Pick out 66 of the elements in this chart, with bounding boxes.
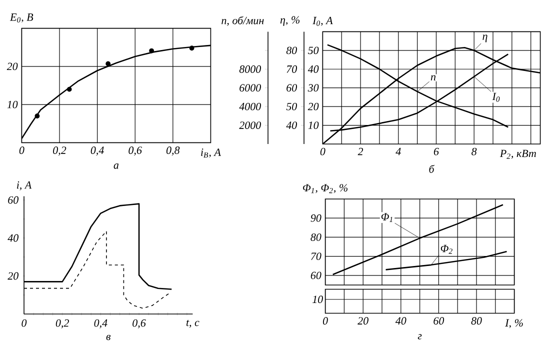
y2-tick-label: 60 — [286, 84, 297, 92]
y2-tick-label: 80 — [286, 46, 297, 54]
text: Φ$_{1}$ — [381, 213, 392, 222]
y3-tick-label: 2000 — [239, 122, 261, 129]
text: г — [418, 334, 422, 340]
text: б — [429, 164, 435, 173]
point — [106, 61, 111, 66]
y-tick-label: 20 — [6, 62, 18, 70]
text: в — [106, 334, 111, 340]
y2-axis-title: η, % — [280, 16, 300, 26]
y2-tick-label: 40 — [286, 122, 297, 129]
x-tick-label: 0,8 — [166, 146, 180, 156]
y2-tick-label: 70 — [286, 65, 297, 73]
series-label: Φ$_{2}$ — [440, 244, 452, 254]
x-tick-label: 4 — [396, 148, 401, 156]
point — [149, 48, 154, 54]
y-tick-label: 10 — [7, 100, 18, 108]
x-tick-label: 0 — [322, 317, 328, 325]
y-tick-label: 50 — [308, 46, 319, 54]
y-axis-title: E$_{0}$, В — [10, 14, 34, 22]
x-axis-title: P$_{2}$, кВт — [500, 150, 536, 159]
y-tick-label: 60 — [310, 272, 322, 280]
y-axis-title: I$_{0}$, А — [312, 16, 333, 26]
series-label: η — [482, 34, 488, 42]
x-tick-label: 20 — [358, 317, 368, 325]
x-tick-label: 2 — [358, 148, 364, 156]
point — [189, 46, 194, 51]
point — [66, 86, 72, 92]
y-tick-label: 90 — [310, 214, 322, 222]
x-tick-label: 0 — [320, 148, 326, 156]
x-tick-label: 0 — [19, 146, 24, 154]
y-tick-label: 10 — [308, 122, 319, 129]
legend-label: I$_{0}$ — [492, 92, 500, 102]
series-label: n — [430, 75, 436, 80]
point — [34, 114, 40, 118]
y3-axis-title: n, об/мин — [222, 16, 264, 26]
x-tick-label: 80 — [471, 317, 482, 325]
x-axis-title: t, с — [186, 320, 200, 328]
x-axis-title: I, % — [505, 319, 523, 328]
y3-tick-label: 4000 — [239, 102, 261, 110]
x-tick-label: 0,4 — [94, 319, 108, 328]
x-axis-title: i$_{В}$, А — [201, 148, 221, 158]
y3-tick-label: 6000 — [240, 84, 261, 92]
y2-tick-label: 50 — [286, 102, 297, 110]
y-tick-label: 40 — [308, 65, 319, 73]
x-tick-label: 0,6 — [128, 146, 142, 156]
x-tick-label: 40 — [395, 317, 406, 325]
text: а — [114, 164, 119, 169]
y-tick-label: 20 — [8, 272, 19, 280]
x-tick-label: 0,2 — [56, 319, 69, 328]
y3-tick-label: 8000 — [239, 65, 261, 73]
y-tick-label: 80 — [310, 234, 322, 241]
y-tick-label: 70 — [311, 252, 322, 260]
x-tick-label: 0,6 — [132, 319, 146, 328]
x-tick-label: 8 — [472, 148, 477, 156]
x-tick-label: 0,2 — [53, 146, 66, 156]
x-tick-label: 6 — [434, 148, 439, 156]
y-axis-title: Φ$_{1}$, Φ$_{2}$, % — [303, 184, 348, 194]
x-tick-label: 0,4 — [90, 146, 104, 156]
y-tick-label: 40 — [8, 234, 19, 242]
x-tick-label: 0 — [22, 319, 27, 327]
x-tick-label: 60 — [434, 317, 444, 325]
y-axis-title: i, А — [16, 181, 32, 190]
y-tick-label: 60 — [8, 196, 19, 204]
y-tick-label: 30 — [308, 84, 319, 92]
y-tick-label: 20 — [308, 102, 319, 110]
